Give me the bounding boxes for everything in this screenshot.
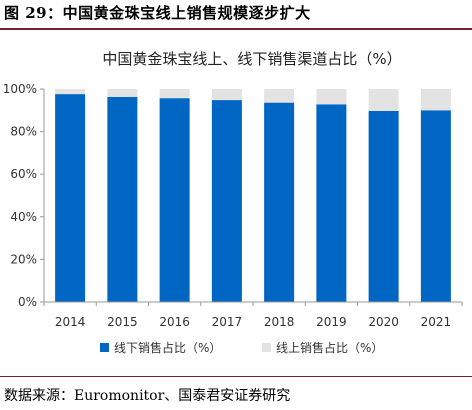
bar-online-2017 xyxy=(211,89,242,101)
bar-offline-2017 xyxy=(211,100,242,303)
chart-title: 中国黄金珠宝线上、线下销售渠道占比（%） xyxy=(102,50,401,68)
figure-title: 图 29：中国黄金珠宝线上销售规模逐步扩大 xyxy=(4,4,311,22)
source-note: 数据来源：Euromonitor、国泰君安证券研究 xyxy=(4,388,291,404)
bar-online-2015 xyxy=(107,89,138,97)
bar-offline-2015 xyxy=(107,96,138,302)
bar-offline-2014 xyxy=(55,94,86,302)
bottom-rule xyxy=(0,376,472,377)
y-tick-label: 100% xyxy=(3,82,37,96)
x-tick-label: 2021 xyxy=(421,315,452,329)
x-axis: 2014 2015 2016 2017 2018 2019 2020 2021 xyxy=(43,301,463,329)
bar-online-2020 xyxy=(368,89,399,111)
bar-online-2018 xyxy=(264,89,295,103)
x-tick-label: 2017 xyxy=(212,315,243,329)
x-tick-label: 2014 xyxy=(55,315,86,329)
x-tick-label: 2018 xyxy=(264,315,295,329)
bar-offline-2018 xyxy=(264,102,295,302)
bar-online-2019 xyxy=(316,89,347,105)
y-axis: 0% 20% 40% 60% 80% 100% xyxy=(3,82,45,309)
legend-swatch-offline xyxy=(100,343,109,352)
y-tick-label: 80% xyxy=(10,125,37,139)
y-tick-label: 20% xyxy=(10,252,37,266)
bar-offline-2021 xyxy=(420,110,451,302)
bars xyxy=(55,89,451,303)
x-tick-label: 2020 xyxy=(368,315,399,329)
y-tick-label: 60% xyxy=(10,167,37,181)
x-tick-label: 2015 xyxy=(107,315,138,329)
y-tick-label: 0% xyxy=(18,295,37,309)
bar-offline-2020 xyxy=(368,110,399,303)
legend-label-online: 线上销售占比（%） xyxy=(276,340,383,355)
bar-offline-2016 xyxy=(159,98,190,302)
y-tick-label: 40% xyxy=(10,210,37,224)
legend: 线下销售占比（%） 线上销售占比（%） xyxy=(100,340,383,355)
top-rule xyxy=(0,28,472,30)
x-tick-label: 2019 xyxy=(316,315,347,329)
legend-label-offline: 线下销售占比（%） xyxy=(114,340,221,355)
bar-online-2021 xyxy=(420,89,451,111)
bar-online-2016 xyxy=(159,89,190,99)
bar-online-2014 xyxy=(55,89,86,95)
x-tick-label: 2016 xyxy=(159,315,190,329)
bar-offline-2019 xyxy=(316,104,347,302)
legend-swatch-online xyxy=(262,343,271,352)
